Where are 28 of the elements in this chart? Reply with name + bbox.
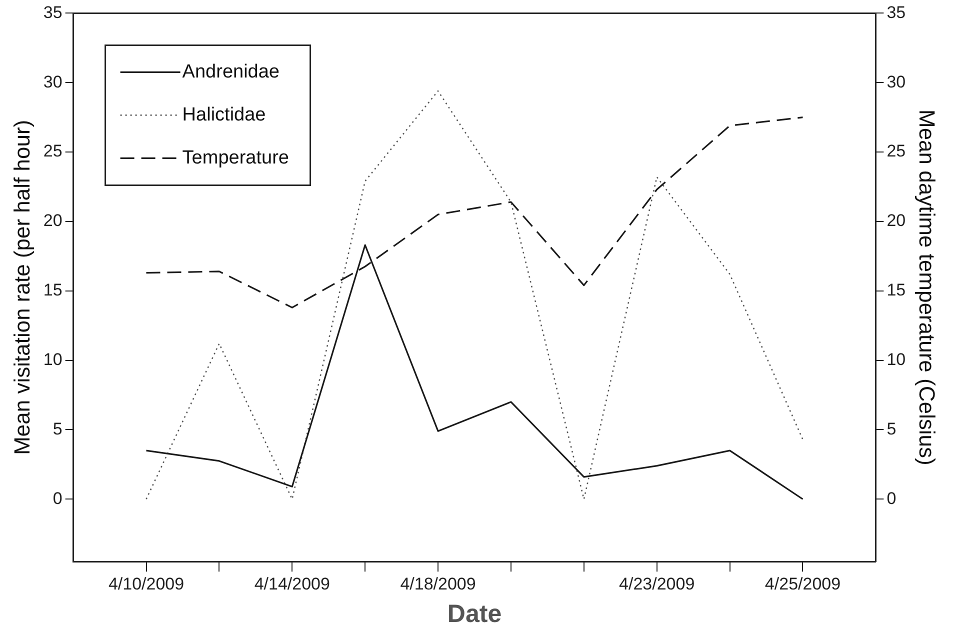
y-tick-label: 25 [43,142,62,161]
legend-label: Halictidae [182,104,266,126]
legend-label: Temperature [182,147,289,168]
y-tick-label: 10 [43,350,62,369]
x-tick-label: 4/14/2009 [254,574,330,594]
y-axis-title: Mean visitation rate (per half hour) [9,120,34,455]
y-tick-label: 0 [52,488,62,508]
y-tick-label: 30 [43,72,62,92]
line-series [146,90,804,500]
y2-tick-label: 5 [886,419,896,438]
y2-tick-label: 0 [886,488,896,508]
y2-tick-label: 30 [886,72,906,92]
y2-tick-label: 25 [886,142,906,161]
x-tick-label: 4/25/2009 [764,574,841,594]
y2-tick-label: 15 [886,280,906,300]
x-tick-label: 4/18/2009 [400,574,476,594]
y-tick-label: 15 [43,280,62,300]
x-tick-label: 4/23/2009 [619,574,695,594]
y2-axis-title: Mean daytime temperature (Celsius) [914,109,940,466]
y-tick-label: 35 [43,2,62,22]
legend-label: Andrenidae [182,61,280,82]
y2-tick-label: 35 [886,2,906,22]
y2-tick-label: 20 [886,211,906,230]
x-tick-label: 4/10/2009 [108,574,184,594]
x-axis-title: Date [447,600,502,628]
y-tick-label: 5 [52,419,62,438]
y-tick-label: 20 [43,211,62,230]
y2-tick-label: 10 [886,350,906,369]
